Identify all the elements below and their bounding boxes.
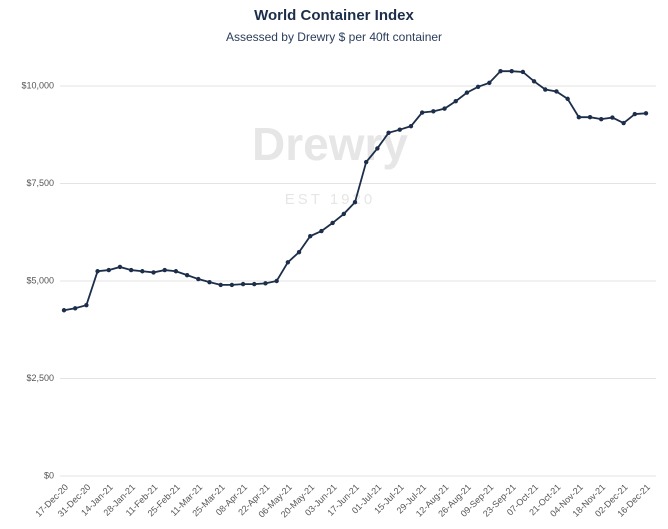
- point: [408, 123, 414, 129]
- point: [274, 278, 279, 284]
- chart-subtitle: Assessed by Drewry $ per 40ft container: [226, 30, 442, 44]
- point: [117, 264, 123, 270]
- point: [464, 90, 470, 95]
- point: [363, 159, 369, 165]
- point: [296, 249, 302, 255]
- point: [397, 127, 402, 132]
- point: [632, 111, 638, 117]
- point: [643, 111, 649, 116]
- point: [442, 106, 447, 111]
- point: [330, 220, 335, 226]
- point: [285, 260, 291, 265]
- point: [487, 80, 492, 86]
- point: [431, 109, 436, 114]
- point: [621, 120, 626, 126]
- point: [576, 115, 582, 120]
- point: [263, 281, 268, 286]
- point: [308, 233, 313, 239]
- point: [386, 130, 391, 135]
- point: [543, 87, 548, 92]
- point: [207, 279, 212, 285]
- point: [453, 99, 458, 104]
- point: [229, 282, 235, 288]
- y-tick-label: $2,500: [26, 373, 54, 383]
- point: [184, 272, 190, 278]
- point: [419, 110, 425, 115]
- watermark: EST 1920: [285, 191, 375, 208]
- point: [128, 267, 134, 273]
- point: [565, 96, 570, 102]
- point: [475, 84, 481, 89]
- point: [252, 281, 257, 287]
- point: [173, 269, 179, 274]
- chart-title: World Container Index: [254, 7, 414, 24]
- point: [520, 69, 526, 75]
- y-tick-label: $5,000: [26, 275, 54, 285]
- watermark: Drewry: [252, 118, 408, 170]
- point: [162, 267, 167, 273]
- point: [196, 276, 201, 282]
- point: [218, 282, 223, 288]
- point: [341, 211, 347, 217]
- point: [531, 79, 537, 84]
- point: [140, 269, 145, 274]
- y-tick-label: $7,500: [26, 178, 54, 188]
- point: [106, 267, 111, 273]
- point: [352, 200, 358, 205]
- point: [587, 115, 593, 120]
- point: [151, 270, 156, 275]
- point: [610, 115, 615, 120]
- point: [95, 269, 100, 274]
- point: [498, 68, 503, 74]
- y-tick-label: $0: [44, 470, 54, 480]
- point: [375, 146, 380, 151]
- point: [84, 302, 89, 308]
- point: [240, 281, 246, 287]
- point: [319, 228, 324, 234]
- point: [509, 68, 514, 74]
- point: [61, 308, 67, 313]
- point: [599, 116, 604, 122]
- point: [554, 89, 559, 94]
- point: [72, 306, 78, 311]
- y-tick-label: $10,000: [21, 80, 54, 90]
